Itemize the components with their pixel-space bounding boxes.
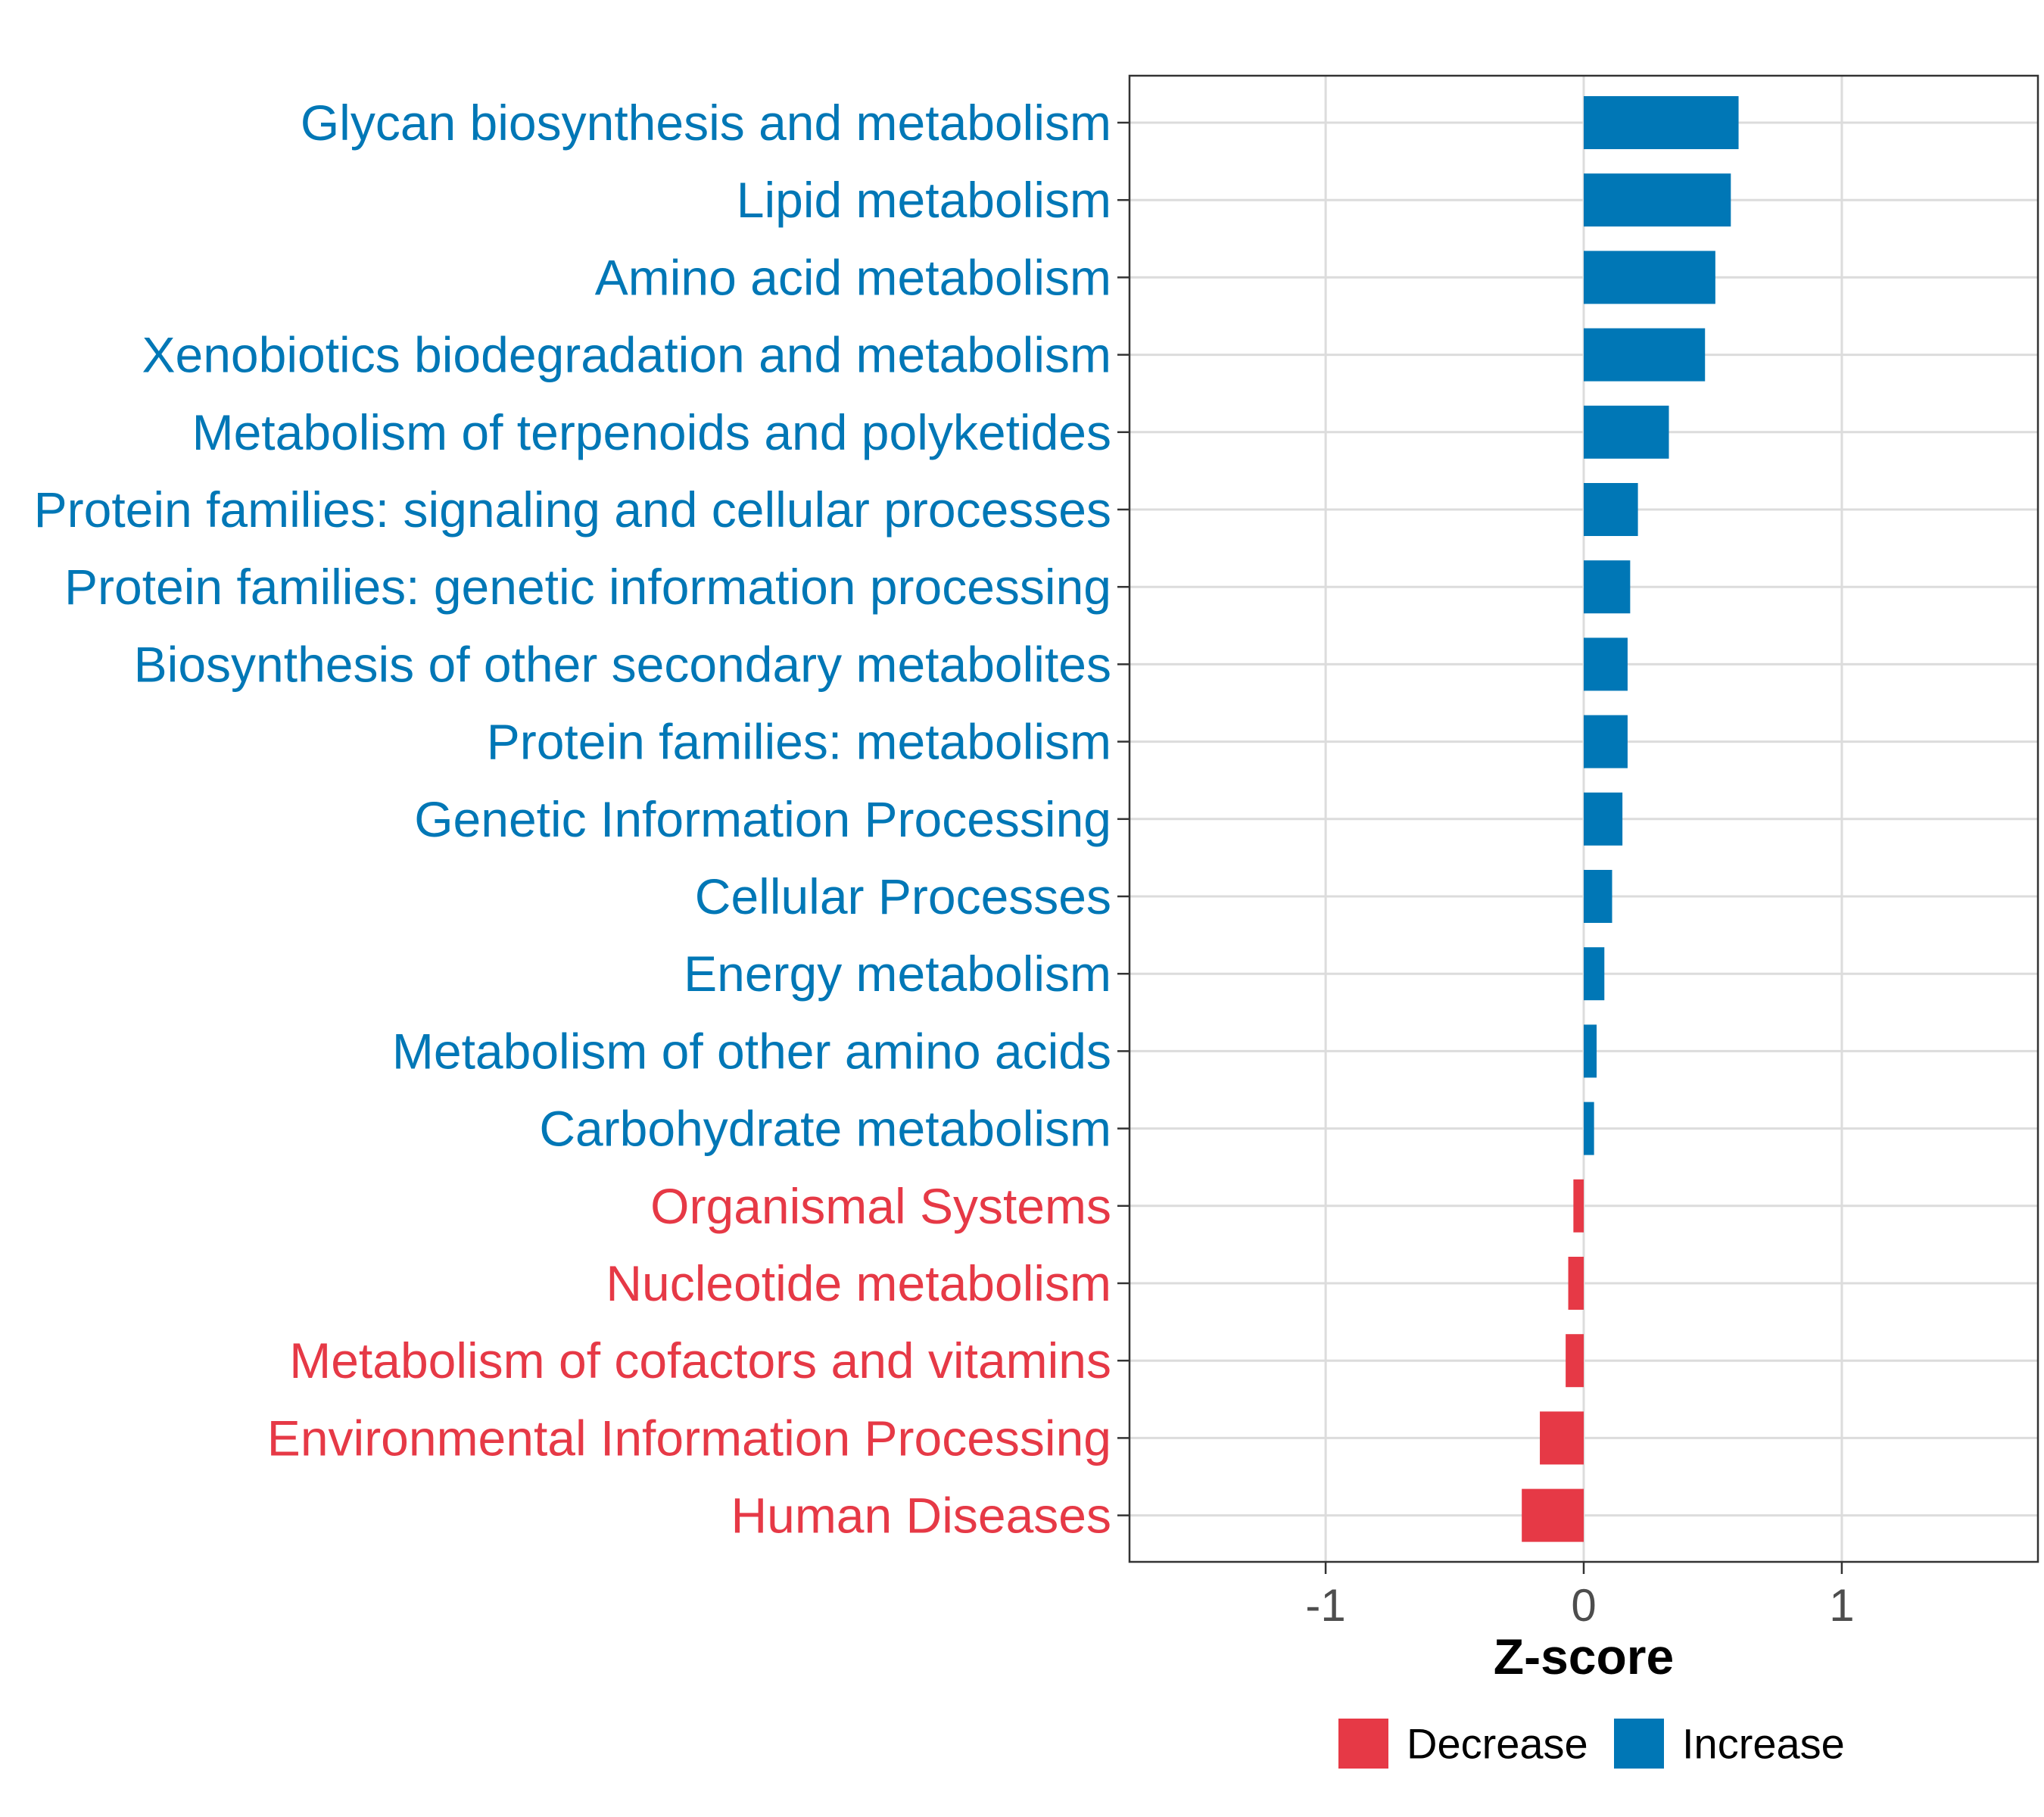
legend-swatch xyxy=(1338,1719,1388,1769)
bar xyxy=(1584,173,1731,227)
y-axis-ticks xyxy=(1117,121,1129,1516)
legend-label: Increase xyxy=(1682,1720,1845,1768)
x-tick-label: 1 xyxy=(1829,1580,1854,1631)
bar xyxy=(1584,483,1638,536)
y-tick-label: Genetic Information Processing xyxy=(414,791,1111,847)
y-tick-label: Metabolism of terpenoids and polyketides xyxy=(192,404,1111,460)
bar-layer xyxy=(1522,96,1739,1542)
y-tick-label: Cellular Processes xyxy=(695,868,1111,924)
y-tick-label: Xenobiotics biodegradation and metabolis… xyxy=(142,327,1112,383)
bar xyxy=(1584,96,1739,149)
bar xyxy=(1584,251,1715,304)
bar xyxy=(1584,947,1605,1001)
y-tick-label: Protein families: genetic information pr… xyxy=(64,559,1111,615)
legend-swatch xyxy=(1614,1719,1664,1769)
y-tick-label: Metabolism of other amino acids xyxy=(392,1023,1111,1079)
bar xyxy=(1584,1024,1597,1078)
x-tick-label: 0 xyxy=(1571,1580,1596,1631)
y-tick-label: Energy metabolism xyxy=(684,946,1111,1002)
y-tick-label: Environmental Information Processing xyxy=(267,1410,1111,1466)
y-tick-label: Organismal Systems xyxy=(650,1178,1111,1234)
y-tick-label: Glycan biosynthesis and metabolism xyxy=(301,95,1111,151)
y-tick-label: Metabolism of cofactors and vitamins xyxy=(289,1332,1111,1388)
legend: Decrease Increase xyxy=(1338,1719,1845,1769)
bar xyxy=(1584,1102,1594,1155)
y-tick-label: Human Diseases xyxy=(731,1488,1111,1544)
y-tick-label: Lipid metabolism xyxy=(737,172,1111,228)
y-axis-labels: Glycan biosynthesis and metabolism Lipid … xyxy=(34,95,1111,1544)
legend-label: Decrease xyxy=(1407,1720,1588,1768)
bar xyxy=(1584,405,1669,459)
bar xyxy=(1568,1257,1584,1310)
y-tick-label: Biosynthesis of other secondary metaboli… xyxy=(134,636,1111,692)
x-tick-label: -1 xyxy=(1305,1580,1345,1631)
bar xyxy=(1584,870,1612,923)
bar xyxy=(1573,1179,1584,1233)
bar xyxy=(1584,792,1623,846)
y-tick-label: Protein families: signaling and cellular… xyxy=(34,482,1111,538)
bar xyxy=(1584,715,1628,768)
x-axis-ticks: -1 0 1 xyxy=(1305,1562,1855,1631)
bar xyxy=(1584,328,1706,382)
bar xyxy=(1584,637,1628,691)
bar xyxy=(1584,560,1631,614)
y-tick-label: Carbohydrate metabolism xyxy=(539,1101,1111,1157)
y-tick-label: Nucleotide metabolism xyxy=(606,1255,1111,1311)
bar xyxy=(1566,1334,1584,1388)
y-tick-label: Protein families: metabolism xyxy=(487,714,1111,770)
bar xyxy=(1522,1488,1584,1542)
x-axis-title: Z-score xyxy=(1494,1628,1674,1685)
y-tick-label: Amino acid metabolism xyxy=(595,249,1111,305)
bar xyxy=(1540,1411,1584,1465)
